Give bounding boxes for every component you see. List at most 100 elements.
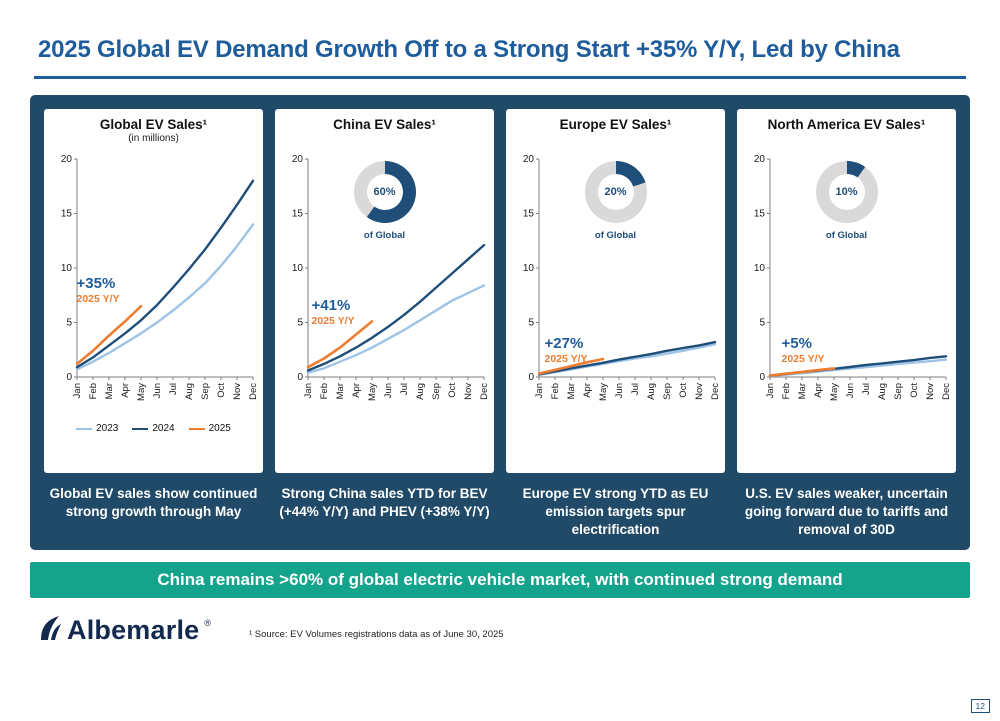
growth-pct: +5% xyxy=(781,335,812,352)
svg-text:5: 5 xyxy=(528,318,534,329)
svg-text:Apr: Apr xyxy=(813,383,824,398)
page-title: 2025 Global EV Demand Growth Off to a St… xyxy=(38,36,900,63)
svg-text:5: 5 xyxy=(759,318,765,329)
svg-text:Sep: Sep xyxy=(431,383,442,400)
donut-percent-label: 20% xyxy=(604,186,627,198)
chart-header: North America EV Sales¹ xyxy=(743,117,950,151)
svg-text:May: May xyxy=(367,383,378,401)
svg-text:Sep: Sep xyxy=(662,383,673,400)
svg-text:Jul: Jul xyxy=(399,383,410,395)
source-footnote: ¹ Source: EV Volumes registrations data … xyxy=(249,629,504,641)
svg-text:Aug: Aug xyxy=(877,383,888,400)
legend-label: 2024 xyxy=(152,423,175,434)
column-europe: Europe EV Sales¹ 0 5 10 15 20 Jan Feb Mar Apr May… xyxy=(506,109,725,538)
footer: Albemarle ® ¹ Source: EV Volumes registr… xyxy=(38,614,970,647)
svg-text:15: 15 xyxy=(291,209,303,220)
donut-chart-china: 60% xyxy=(353,161,416,223)
line-chart-global: 0 5 10 15 20 Jan Feb Mar Apr May Jun Jul Aug Sep Oct No… xyxy=(51,151,256,423)
svg-text:Mar: Mar xyxy=(104,383,115,399)
svg-text:Aug: Aug xyxy=(415,383,426,400)
growth-annotation-china: +41% 2025 Y/Y xyxy=(312,297,355,327)
growth-pct: +41% xyxy=(311,297,351,314)
svg-text:Feb: Feb xyxy=(88,383,99,399)
donut-block-europe: 20% of Global xyxy=(561,161,671,241)
chart-title-china: China EV Sales¹ xyxy=(333,117,436,132)
donut-block-china: 60% of Global xyxy=(330,161,440,241)
panel-caption-global: Global EV sales show continued strong gr… xyxy=(49,486,258,519)
svg-text:10: 10 xyxy=(753,263,765,274)
takeaway-banner: China remains >60% of global electric ve… xyxy=(30,562,970,599)
column-north-america: North America EV Sales¹ 0 5 10 15 20 Jan Feb Ma… xyxy=(737,109,956,538)
svg-text:Feb: Feb xyxy=(550,383,561,399)
svg-text:5: 5 xyxy=(66,318,72,329)
donut-hole: 60% xyxy=(366,174,403,210)
column-china: China EV Sales¹ 0 5 10 15 20 Jan Feb Mar Apr May J… xyxy=(275,109,494,538)
donut-hole: 20% xyxy=(597,174,634,210)
charts-panel: Global EV Sales¹ (in millions) 0 5 10 15 20 J… xyxy=(30,95,970,551)
svg-text:Jun: Jun xyxy=(152,383,163,398)
svg-text:Nov: Nov xyxy=(463,383,474,400)
svg-text:Jun: Jun xyxy=(614,383,625,398)
chart-header: Global EV Sales¹ (in millions) xyxy=(50,117,257,151)
svg-text:0: 0 xyxy=(528,372,534,383)
card-europe: Europe EV Sales¹ 0 5 10 15 20 Jan Feb Mar Apr May… xyxy=(506,109,725,473)
line-chart-north-america: 0 5 10 15 20 Jan Feb Mar Apr May Jun Jul Aug Sep Oct No… xyxy=(744,151,949,423)
svg-text:Apr: Apr xyxy=(582,383,593,398)
svg-text:0: 0 xyxy=(759,372,765,383)
chart-area-global: 0 5 10 15 20 Jan Feb Mar Apr May Jun Jul Aug Sep Oct No… xyxy=(51,151,256,423)
chart-title-global: Global EV Sales¹ xyxy=(99,117,208,132)
svg-text:10: 10 xyxy=(291,263,303,274)
growth-sub: 2025 Y/Y xyxy=(781,353,825,365)
svg-text:5: 5 xyxy=(297,318,303,329)
svg-text:Jan: Jan xyxy=(72,383,83,398)
svg-text:20: 20 xyxy=(522,154,534,165)
legend-item: 2025 xyxy=(188,423,231,434)
chart-area-europe: 0 5 10 15 20 Jan Feb Mar Apr May Jun Jul Aug Sep Oct No… xyxy=(513,151,718,423)
svg-text:Sep: Sep xyxy=(893,383,904,400)
svg-text:Apr: Apr xyxy=(120,383,131,398)
svg-text:May: May xyxy=(136,383,147,401)
svg-text:10: 10 xyxy=(522,263,534,274)
legend-swatch xyxy=(76,427,93,430)
svg-text:Apr: Apr xyxy=(351,383,362,398)
svg-text:0: 0 xyxy=(66,372,72,383)
chart-title-north-america: North America EV Sales¹ xyxy=(767,117,926,132)
donut-chart-europe: 20% xyxy=(584,161,647,223)
legend-label: 2025 xyxy=(208,423,231,434)
panel-caption-north-america: U.S. EV sales weaker, uncertain going fo… xyxy=(744,486,949,537)
svg-text:Jan: Jan xyxy=(765,383,776,398)
card-global: Global EV Sales¹ (in millions) 0 5 10 15 20 J… xyxy=(44,109,263,473)
svg-text:Oct: Oct xyxy=(447,383,458,398)
growth-pct: +35% xyxy=(76,275,116,292)
svg-text:Jan: Jan xyxy=(303,383,314,398)
donut-caption: of Global xyxy=(594,230,637,241)
svg-text:Oct: Oct xyxy=(678,383,689,398)
growth-sub: 2025 Y/Y xyxy=(311,315,355,327)
growth-annotation-north-america: +5% 2025 Y/Y xyxy=(782,335,825,365)
card-china: China EV Sales¹ 0 5 10 15 20 Jan Feb Mar Apr May J… xyxy=(275,109,494,473)
column-global: Global EV Sales¹ (in millions) 0 5 10 15 20 J… xyxy=(44,109,263,538)
growth-annotation-europe: +27% 2025 Y/Y xyxy=(545,335,588,365)
legend-item: 2023 xyxy=(76,423,118,434)
donut-hole: 10% xyxy=(828,174,865,210)
donut-block-north-america: 10% of Global xyxy=(792,161,902,241)
svg-text:20: 20 xyxy=(753,154,765,165)
svg-text:Jul: Jul xyxy=(861,383,872,395)
donut-caption: of Global xyxy=(825,230,868,241)
legend-swatch xyxy=(188,427,205,430)
growth-annotation-global: +35% 2025 Y/Y xyxy=(77,275,120,305)
albemarle-logo: Albemarle ® xyxy=(38,614,211,647)
chart-area-north-america: 0 5 10 15 20 Jan Feb Mar Apr May Jun Jul Aug Sep Oct No… xyxy=(744,151,949,423)
svg-text:Dec: Dec xyxy=(479,383,488,400)
chart-legend: 2023 2024 2025 xyxy=(50,423,257,434)
donut-percent-label: 60% xyxy=(373,186,396,198)
donut-percent-label: 10% xyxy=(835,186,858,198)
svg-text:Jan: Jan xyxy=(534,383,545,398)
svg-text:May: May xyxy=(598,383,609,401)
svg-text:10: 10 xyxy=(60,263,72,274)
donut-caption: of Global xyxy=(363,230,406,241)
svg-text:Mar: Mar xyxy=(335,383,346,399)
logo-wordmark: Albemarle xyxy=(67,615,200,646)
growth-sub: 2025 Y/Y xyxy=(544,353,588,365)
chart-header: China EV Sales¹ xyxy=(281,117,488,151)
